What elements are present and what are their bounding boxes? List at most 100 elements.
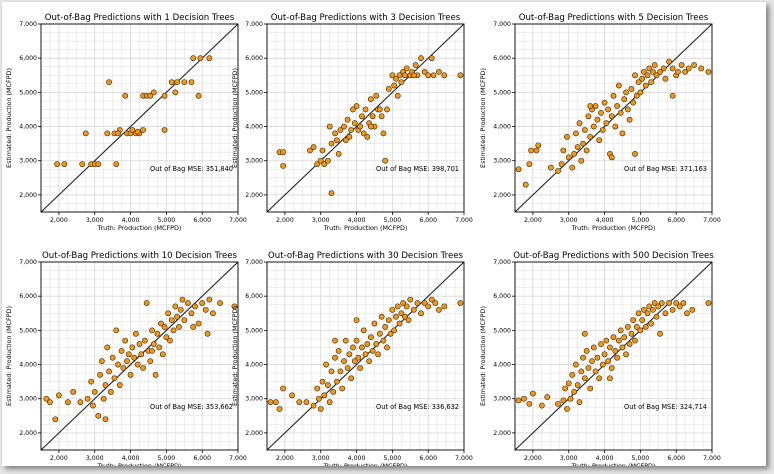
data-point [623,351,629,358]
data-point [594,354,601,361]
x-tick-label: 2,000 [50,455,68,462]
data-point [396,320,403,327]
data-point [172,89,179,96]
data-point [348,127,355,133]
chart-title: Out-of-Bag Predictions with 30 Decision … [268,251,464,261]
data-point [565,380,572,387]
data-point [43,395,50,402]
data-point [175,324,182,330]
data-point [202,306,209,313]
data-point [102,416,109,423]
data-point [646,303,653,310]
data-point [90,402,96,409]
data-point [177,306,184,313]
data-point [685,65,692,72]
data-point [658,300,665,306]
data-point [662,310,669,317]
data-point [330,388,337,395]
data-point [581,375,588,382]
axes-frame [266,23,465,213]
data-point [569,164,576,171]
data-point [530,390,536,397]
data-point [412,62,419,68]
data-point [623,89,629,96]
y-tick-label: 4,000 [19,124,37,131]
x-tick-label: 7,000 [703,217,721,224]
data-point [181,79,188,86]
data-point [574,144,581,150]
data-point [161,92,168,99]
data-point [332,354,338,361]
data-point [596,137,603,144]
data-point [353,337,360,344]
data-point [296,399,303,406]
data-point [564,133,570,140]
data-point [161,324,168,330]
scatter-chart-6: 2,000 3,000 4,000 5,000 6,000 7,000 2,000 3,000… [479,251,721,466]
data-point [587,385,594,392]
data-point [129,127,136,133]
data-point [231,303,238,310]
data-point [630,99,637,106]
data-point [650,68,656,75]
data-point [332,337,338,344]
data-point [589,358,595,365]
data-point [403,65,410,72]
data-point [124,358,130,365]
data-point [190,324,197,330]
data-point [385,317,392,324]
data-point [590,123,597,130]
data-point [585,113,592,120]
data-point [373,341,380,347]
data-point [407,296,414,303]
data-point [366,358,372,365]
y-tick-label: 6,000 [245,293,263,300]
axes-frame [514,23,713,213]
data-point [632,72,638,79]
data-point [441,303,448,310]
data-point [147,92,154,99]
data-point [47,399,53,406]
y-tick-label: 5,000 [245,89,263,96]
data-point [632,150,638,157]
data-point [127,371,134,378]
data-point [614,354,620,361]
data-point [612,347,619,354]
x-tick-label: 5,000 [632,217,650,224]
data-point [401,313,408,320]
data-point [705,300,712,306]
data-point [394,303,401,310]
data-point [149,327,155,334]
data-point [319,378,326,385]
x-axis-label: Truth: Production (MCFPD) [323,462,408,466]
x-tick-label: 6,000 [667,217,685,224]
chart-title: Out-of-Bag Predictions with 3 Decision T… [271,13,461,23]
data-point [179,296,186,303]
data-point [152,371,159,378]
chart-grid: 2,000 3,000 4,000 5,000 6,000 7,000 2,000 3,000… [5,13,721,466]
x-tick-label: 3,000 [560,217,578,224]
data-point [163,334,170,341]
data-point [357,123,364,130]
data-point [316,395,322,402]
x-tick-label: 5,000 [384,217,402,224]
x-tick-label: 5,000 [158,455,176,462]
data-point [414,300,421,306]
data-point [621,96,628,103]
data-point [678,62,685,68]
data-point [384,344,390,351]
data-point [657,330,663,337]
data-point [104,344,111,351]
data-point [680,300,687,306]
data-point [122,337,129,344]
data-point [533,147,540,154]
data-point [195,320,202,327]
data-point [633,92,640,99]
scatter-chart-4: 2,000 3,000 4,000 5,000 6,000 7,000 2,000 3,000… [5,251,247,466]
data-point [342,137,349,144]
chart-title: Out-of-Bag Predictions with 5 Decision T… [519,13,709,23]
x-tick-label: 2,000 [524,455,542,462]
scatter-chart-3: 2,000 3,000 4,000 5,000 6,000 7,000 2,000 3,000… [479,13,721,232]
y-tick-label: 2,000 [19,192,37,199]
data-point [134,361,141,368]
